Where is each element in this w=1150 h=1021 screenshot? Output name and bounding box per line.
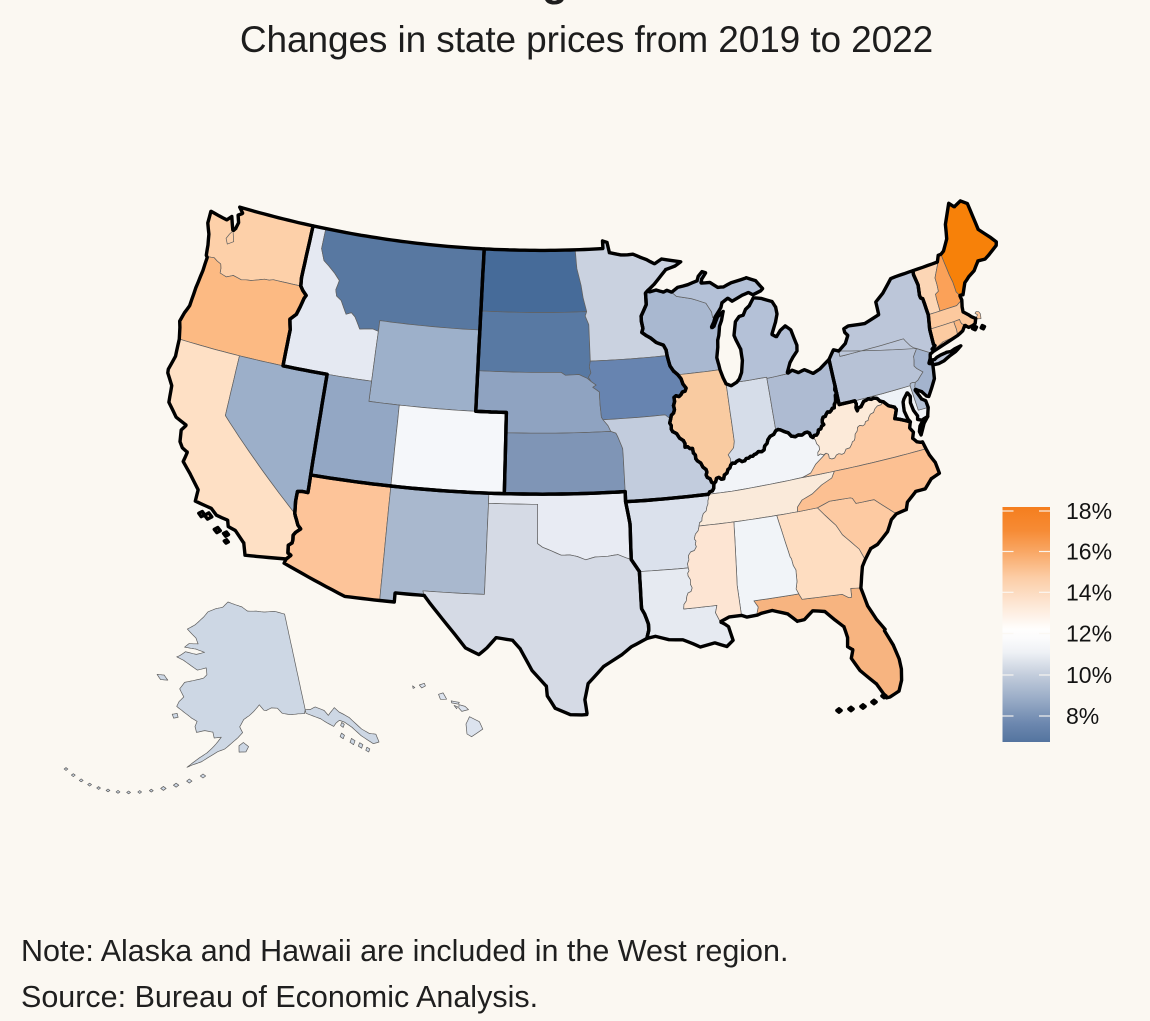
svg-text:18%: 18% (1066, 498, 1112, 524)
svg-text:8%: 8% (1066, 703, 1099, 729)
svg-text:10%: 10% (1066, 662, 1112, 688)
svg-text:16%: 16% (1066, 539, 1112, 565)
svg-text:14%: 14% (1066, 579, 1112, 605)
svg-text:12%: 12% (1066, 621, 1112, 647)
